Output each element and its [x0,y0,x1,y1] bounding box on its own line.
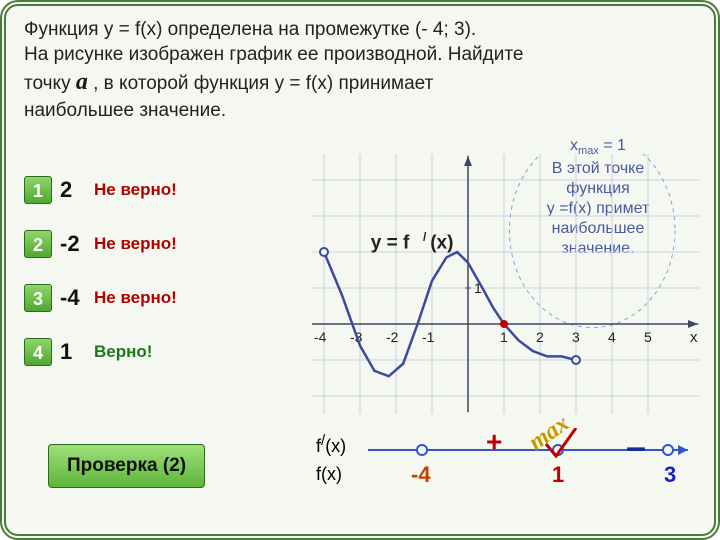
a-variable: a [76,69,88,95]
check-button-label: Проверка (2) [67,455,186,476]
problem-l2: На рисунке изображен график ее производн… [24,44,523,65]
callout-l1b: = 1 [599,137,626,154]
svg-text:5: 5 [644,329,652,345]
plus-sign: + [486,426,502,458]
minus-sign: – [626,426,646,468]
svg-text:y = f: y = f [371,232,410,253]
answer-badge: 1 [24,176,52,204]
problem-l3a: точку [24,73,76,94]
answer-value: -4 [60,285,94,311]
answers-block: 12Не верно!2-2Не верно!3-4Не верно!41Вер… [24,176,284,392]
problem-l4: наибольшее значение. [24,100,226,121]
svg-text:/: / [423,230,427,244]
answer-row-1[interactable]: 12Не верно! [24,176,284,204]
answer-badge: 2 [24,230,52,258]
answer-row-2[interactable]: 2 -2Не верно! [24,230,284,258]
problem-l1: Функция y = f(x) определена на промежутк… [24,19,476,40]
answer-row-3[interactable]: 3 -4Не верно! [24,284,284,312]
answer-badge: 4 [24,338,52,366]
svg-text:(x): (x) [430,232,453,253]
answer-feedback: Не верно! [94,180,177,200]
fprime-label: f/(x) [316,432,346,457]
problem-text: Функция y = f(x) определена на промежутк… [24,18,696,123]
answer-feedback: Не верно! [94,234,177,254]
answer-value: 2 [60,177,94,203]
svg-text:-2: -2 [386,329,399,345]
svg-text:-1: -1 [422,329,435,345]
mark-1: 1 [552,462,564,488]
svg-text:2: 2 [536,329,544,345]
callout-l1a: x [570,137,578,154]
svg-text:-4: -4 [314,329,327,345]
svg-text:x: x [690,329,698,346]
derivative-chart: -4-3-2-112345x1y = f /(x) [312,154,700,414]
slide-frame: Функция y = f(x) определена на промежутк… [0,0,720,540]
svg-text:3: 3 [572,329,580,345]
check-button[interactable]: Проверка (2) [48,444,205,488]
problem-l3b: , в которой функция y = f(x) принимает [93,73,433,94]
svg-text:1: 1 [500,329,508,345]
answer-value: -2 [60,231,94,257]
answer-row-4[interactable]: 41Верно! [24,338,284,366]
svg-text:4: 4 [608,329,616,345]
answer-value: 1 [60,339,94,365]
answer-badge: 3 [24,284,52,312]
f-label: f(x) [316,464,342,485]
mark-neg4: -4 [411,462,431,488]
answer-feedback: Верно! [94,342,152,362]
answer-feedback: Не верно! [94,288,177,308]
mark-3: 3 [664,462,676,488]
